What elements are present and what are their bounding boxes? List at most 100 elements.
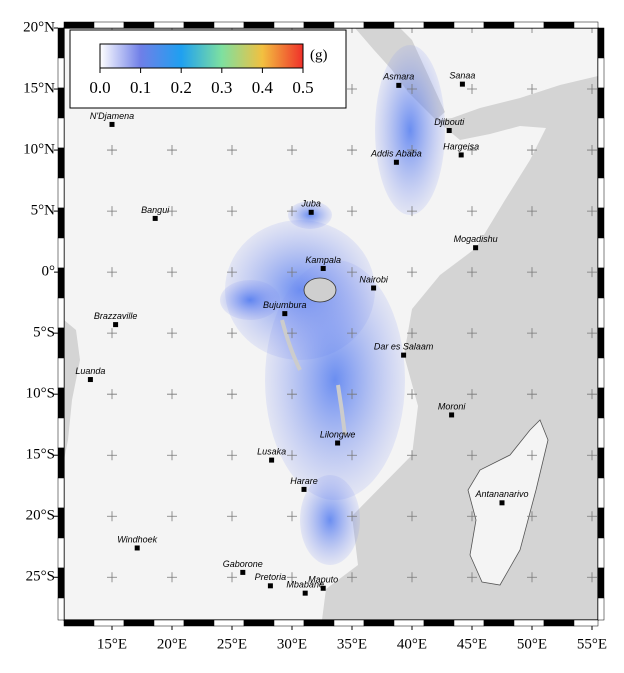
- city-marker: [308, 209, 314, 215]
- y-tick-label: 5°N: [31, 203, 55, 219]
- y-tick-label: 5°S: [33, 325, 55, 341]
- grid-cross: [467, 389, 477, 400]
- grid-cross: [587, 84, 597, 95]
- grid-cross: [287, 450, 297, 461]
- city-label: Mogadishu: [454, 234, 498, 244]
- grid-cross: [107, 511, 117, 522]
- border-stripe: [57, 297, 65, 329]
- grid-cross: [107, 206, 117, 217]
- border-stripe: [597, 447, 605, 479]
- border-stripe: [303, 21, 335, 29]
- grid-cross: [527, 84, 537, 95]
- border-stripe: [597, 207, 605, 239]
- border-stripe: [243, 21, 275, 29]
- border-stripe: [57, 597, 65, 621]
- city-label: Lilongwe: [320, 429, 356, 439]
- grid-cross: [527, 450, 537, 461]
- city-label: Djibouti: [434, 117, 465, 127]
- border-stripe: [597, 567, 605, 599]
- grid-cross: [227, 206, 237, 217]
- border-stripe: [273, 619, 305, 627]
- border-stripe: [57, 327, 65, 359]
- grid-cross: [287, 267, 297, 278]
- city-marker: [87, 377, 93, 383]
- grid-cross: [107, 389, 117, 400]
- lake-malawi: [336, 384, 347, 436]
- grid-cross: [527, 267, 537, 278]
- grid-cross: [527, 206, 537, 217]
- grid-cross: [347, 28, 357, 33]
- city-marker: [396, 82, 402, 88]
- y-tick-label: 20°N: [23, 19, 55, 35]
- border-stripe: [57, 147, 65, 179]
- grid-cross: [167, 328, 177, 339]
- border-stripe: [453, 21, 485, 29]
- city-marker: [449, 412, 455, 418]
- border-stripe: [393, 619, 425, 627]
- grid-cross: [347, 84, 357, 95]
- grid-cross: [287, 511, 297, 522]
- grid-cross: [527, 511, 537, 522]
- grid-cross: [227, 145, 237, 156]
- lake-tanganyika: [280, 319, 302, 371]
- grid-cross: [167, 511, 177, 522]
- city-marker: [240, 569, 246, 575]
- x-tick-label: 25°E: [217, 636, 247, 652]
- grid-cross: [227, 511, 237, 522]
- border-stripe: [597, 597, 605, 621]
- border-stripe: [273, 21, 305, 29]
- border-stripe: [303, 619, 335, 627]
- border-stripe: [363, 21, 395, 29]
- grid-cross: [587, 328, 597, 339]
- grid-cross: [407, 267, 417, 278]
- border-stripe: [597, 357, 605, 389]
- city-marker: [320, 265, 326, 271]
- border-stripe: [597, 297, 605, 329]
- legend-box: [69, 29, 347, 109]
- x-tick-label: 35°E: [337, 636, 367, 652]
- city-marker: [113, 322, 119, 328]
- x-tick-label: 50°E: [517, 636, 547, 652]
- border-stripe: [57, 237, 65, 269]
- city-label: Hargeisa: [443, 141, 479, 151]
- border-stripe: [333, 619, 365, 627]
- city-marker: [134, 545, 140, 551]
- city-marker: [335, 440, 341, 446]
- grid-cross: [467, 206, 477, 217]
- grid-cross: [347, 145, 357, 156]
- grid-cross: [527, 389, 537, 400]
- city-label: Pretoria: [255, 572, 287, 582]
- city-marker: [320, 585, 326, 591]
- border-stripe: [57, 57, 65, 89]
- axes: 15°E 20°E 25°E 30°E 35°E 40°E 45°E 50°E 55°E 20°N…: [23, 19, 607, 652]
- grid-cross: [227, 389, 237, 400]
- border-stripe: [597, 87, 605, 119]
- border-stripe: [57, 537, 65, 569]
- grid-cross: [527, 28, 537, 33]
- city-label: Maputo: [308, 575, 338, 585]
- hazard-zone: [300, 475, 360, 565]
- border-stripe: [57, 87, 65, 119]
- grid-cross: [407, 206, 417, 217]
- hazard-zone: [288, 201, 332, 229]
- border-stripe: [513, 21, 545, 29]
- grid-cross: [587, 511, 597, 522]
- grid-cross: [467, 267, 477, 278]
- frame-border: [57, 21, 605, 627]
- border-stripe: [57, 207, 65, 239]
- grid-cross: [467, 511, 477, 522]
- grid-cross: [587, 450, 597, 461]
- border-stripe: [573, 21, 599, 29]
- grid-cross: [587, 389, 597, 400]
- border-stripe: [333, 21, 365, 29]
- border-stripe: [573, 619, 599, 627]
- border-stripe: [183, 21, 215, 29]
- grid-cross: [527, 145, 537, 156]
- city-label: Kampala: [305, 255, 341, 265]
- grid-cross: [347, 572, 357, 583]
- city-label: Mbabane: [286, 580, 324, 590]
- colorbar-tick-label: 0.3: [211, 78, 232, 97]
- colorbar-tick-label: 0.5: [292, 78, 313, 97]
- border-stripe: [57, 177, 65, 209]
- border-stripe: [57, 477, 65, 509]
